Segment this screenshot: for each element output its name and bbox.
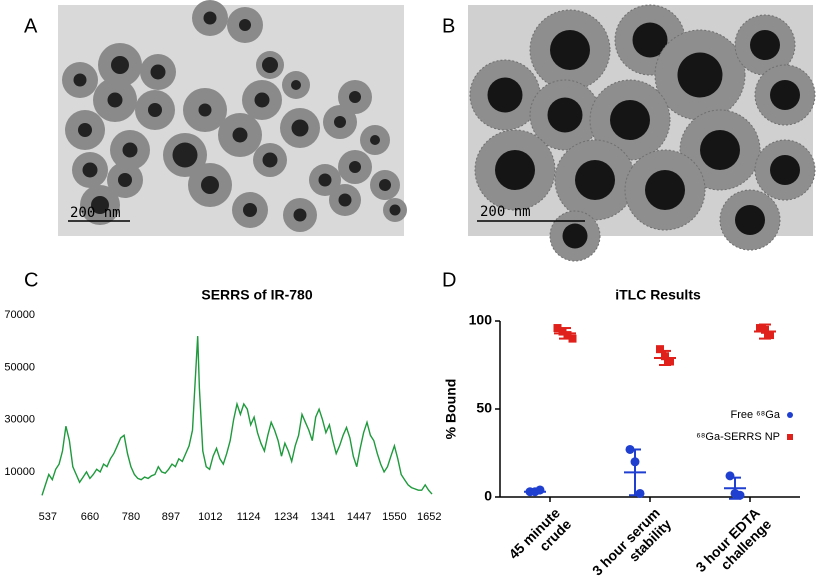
core	[107, 92, 123, 108]
x-tick-label: 1012	[198, 511, 222, 523]
legend-label: Free ⁶⁸Ga	[730, 409, 780, 421]
core	[550, 30, 590, 70]
x-tick-label: 1550	[382, 511, 406, 523]
x-tick-label: 1234	[274, 511, 298, 523]
core	[575, 160, 615, 200]
core	[370, 135, 380, 145]
data-point	[756, 324, 764, 333]
data-point	[553, 324, 562, 333]
x-tick-label: 3 hour serumstability	[589, 504, 674, 576]
x-tick-label: 1124	[237, 511, 261, 523]
core	[770, 155, 800, 185]
data-point	[666, 357, 674, 366]
core	[198, 103, 212, 117]
core	[291, 80, 301, 90]
core	[239, 19, 251, 31]
core	[338, 193, 352, 207]
core	[201, 176, 219, 194]
core	[700, 130, 740, 170]
data-point	[656, 345, 664, 354]
y-axis-label: % Bound	[443, 379, 459, 440]
core	[770, 80, 800, 110]
x-tick-label: 897	[162, 511, 180, 523]
core	[495, 150, 535, 190]
panel-label: B	[442, 15, 455, 37]
core	[610, 100, 650, 140]
core	[293, 208, 307, 222]
scale-label: 200 nm	[480, 204, 531, 220]
x-tick-label: 3 hour EDTAchallenge	[692, 504, 774, 576]
core	[78, 123, 92, 137]
core	[232, 127, 248, 143]
core	[73, 73, 87, 87]
core	[349, 161, 361, 173]
core	[148, 103, 162, 117]
core	[632, 22, 668, 58]
core	[677, 52, 723, 98]
y-tick-label: 100	[469, 312, 493, 328]
core	[91, 196, 109, 214]
particles	[469, 4, 816, 262]
core	[172, 142, 198, 168]
scale-label: 200 nm	[70, 205, 121, 221]
core	[150, 64, 166, 80]
core	[487, 77, 523, 113]
y-tick-label: 30000	[4, 414, 35, 426]
core	[750, 30, 780, 60]
core	[111, 56, 129, 74]
core	[254, 92, 270, 108]
core	[318, 173, 332, 187]
core	[262, 57, 278, 73]
data-point	[563, 331, 572, 340]
core	[122, 142, 138, 158]
core	[291, 119, 309, 137]
core	[118, 173, 132, 187]
x-tick-label: 660	[81, 511, 99, 523]
data-point	[635, 488, 645, 498]
x-tick-label: 780	[122, 511, 140, 523]
legend-marker	[787, 434, 793, 440]
data-point	[568, 334, 577, 343]
data-point	[735, 490, 745, 500]
y-tick-label: 70000	[4, 309, 35, 321]
panel-label: D	[442, 269, 456, 291]
data-point	[558, 327, 567, 336]
x-tick-label: 1341	[311, 511, 335, 523]
data-point	[766, 331, 774, 340]
core	[243, 203, 257, 217]
core	[334, 116, 346, 128]
x-tick-label: 45 minutecrude	[505, 504, 574, 573]
core	[645, 170, 685, 210]
y-tick-label: 50000	[4, 361, 35, 373]
data-point	[725, 471, 735, 481]
panel-label: A	[24, 15, 38, 37]
core	[203, 11, 217, 25]
core	[262, 152, 278, 168]
legend-marker	[787, 412, 793, 418]
legend-label: ⁶⁸Ga-SERRS NP	[696, 431, 780, 443]
core	[389, 204, 401, 216]
particles	[62, 0, 407, 232]
chart-title: SERRS of IR-780	[201, 287, 312, 303]
x-tick-label: 1652	[417, 511, 441, 523]
core	[562, 223, 588, 249]
core	[547, 97, 583, 133]
y-tick-label: 50	[476, 400, 492, 416]
panel-label: C	[24, 269, 38, 291]
core	[82, 162, 98, 178]
spectrum-line	[41, 336, 433, 496]
x-tick-label: 1447	[347, 511, 371, 523]
x-tick-label: 537	[39, 511, 57, 523]
chart-title: iTLC Results	[615, 287, 701, 303]
core	[349, 91, 361, 103]
y-tick-label: 10000	[4, 466, 35, 478]
core	[379, 179, 391, 191]
core	[735, 205, 765, 235]
y-tick-label: 0	[484, 488, 492, 504]
